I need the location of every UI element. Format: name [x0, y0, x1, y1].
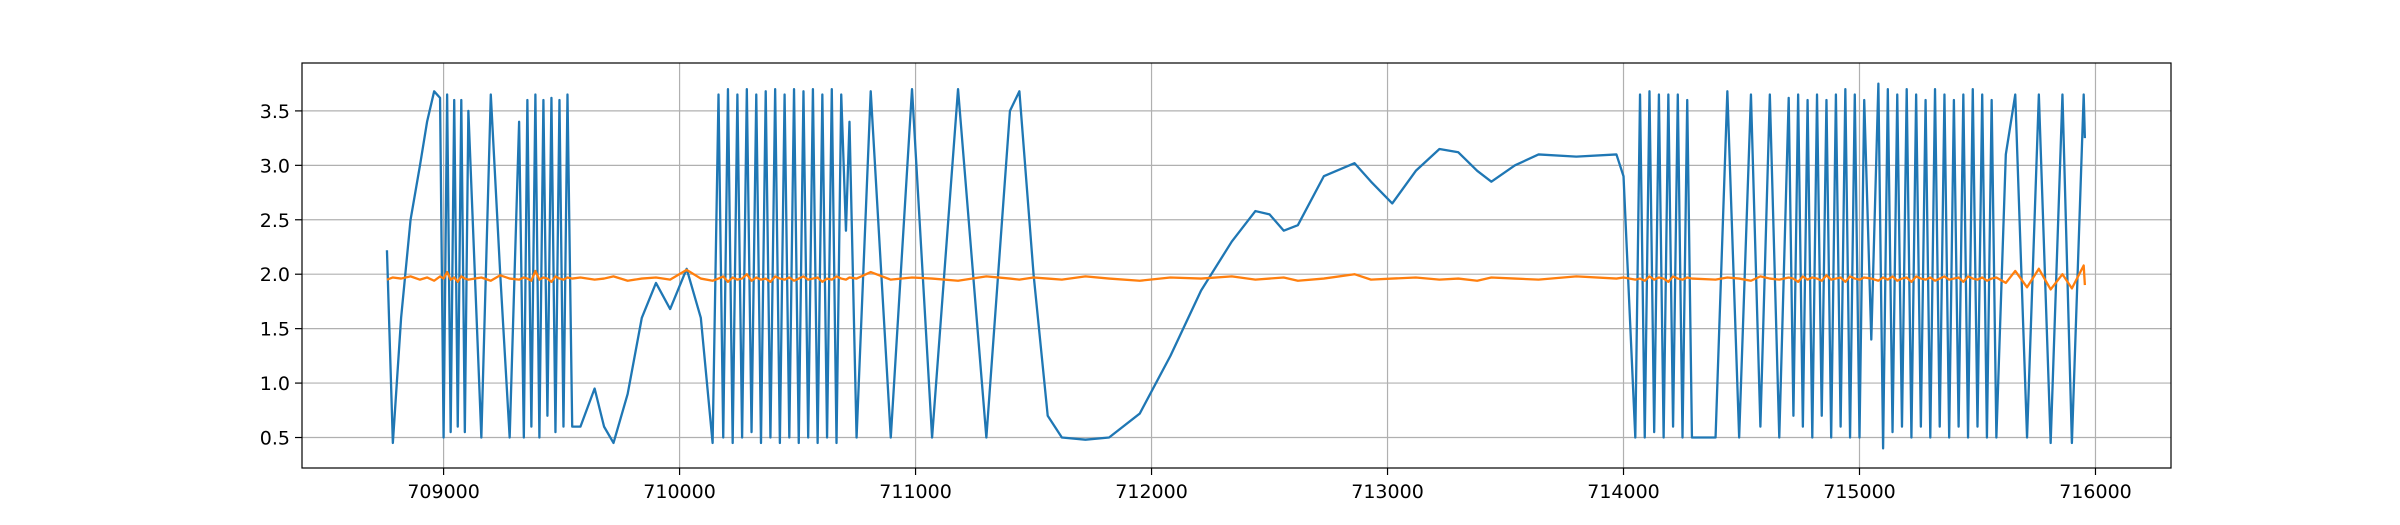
y-tick-label: 2.5 [260, 210, 290, 232]
x-tick-label: 716000 [2059, 481, 2132, 503]
y-tick-label: 2.0 [260, 264, 290, 286]
x-tick-label: 709000 [407, 481, 480, 503]
series-line [385, 82, 2087, 450]
y-tick-label: 3.5 [260, 101, 290, 123]
y-tick-label: 1.5 [260, 319, 290, 341]
y-tick-label: 1.0 [260, 373, 290, 395]
plot-frame [301, 62, 2172, 469]
x-tick-label: 710000 [643, 481, 716, 503]
x-tick-label: 714000 [1587, 481, 1660, 503]
x-tick-label: 711000 [879, 481, 952, 503]
x-tick-label: 713000 [1351, 481, 1424, 503]
plot-lines [385, 82, 2087, 450]
axes: 709000 710000 711000 712000 713000 714000 7150… [260, 62, 2172, 503]
y-tick-label: 3.0 [260, 155, 290, 177]
x-tick-label: 712000 [1115, 481, 1188, 503]
x-tick-label: 715000 [1823, 481, 1896, 503]
series-line [386, 264, 2087, 291]
y-tick-label: 0.5 [260, 428, 290, 450]
